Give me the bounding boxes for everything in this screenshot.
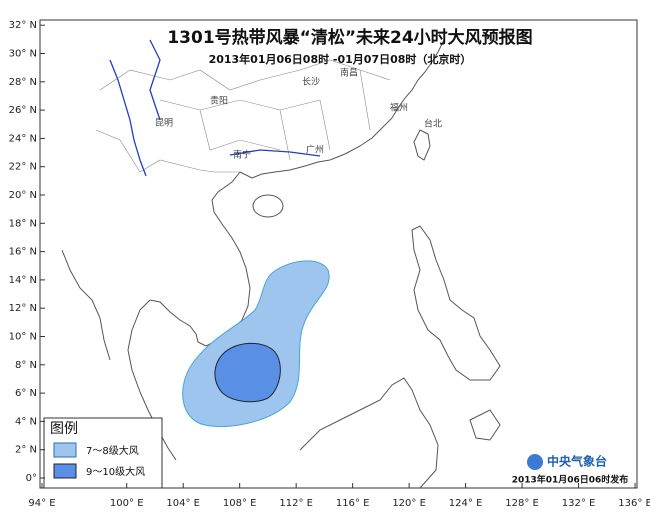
mindanao-sea-island	[469, 409, 501, 441]
lat-tick-label: 12° N	[9, 303, 37, 314]
lon-tick-label: 136° E	[618, 498, 650, 509]
city-label: 南昌	[340, 67, 358, 79]
city-label: 福州	[390, 102, 408, 114]
issue-time: 2013年01月06日06时发布	[512, 474, 629, 486]
taiwan	[413, 129, 431, 161]
lat-tick-label: 18° N	[9, 218, 37, 229]
lon-tick-label: 108° E	[223, 498, 257, 509]
rivers	[109, 39, 321, 177]
city-label: 广州	[306, 144, 324, 156]
province-borders	[99, 59, 391, 161]
legend-swatch	[53, 442, 77, 458]
lat-tick-label: 24° N	[9, 133, 37, 144]
lat-tick-label: 2° N	[15, 445, 37, 456]
philippines	[411, 225, 501, 381]
map-title: 1301号热带风暴“清松”未来24小时大风预报图	[167, 27, 532, 48]
wind-zone-9-10	[214, 342, 281, 403]
lat-tick-label: 30° N	[9, 49, 37, 60]
lat-tick-label: 4° N	[15, 416, 37, 427]
lon-tick-label: 116° E	[336, 498, 370, 509]
indochina-coast	[149, 171, 251, 347]
national-border	[95, 129, 240, 173]
legend-title: 图例	[50, 421, 78, 437]
map-subtitle: 2013年01月06日08时 -01月07日08时（北京时）	[209, 52, 472, 66]
basemap	[61, 39, 501, 489]
city-label: 昆明	[155, 118, 173, 129]
legend-label: 7～8级大风	[86, 444, 139, 457]
publisher: 中央气象台	[547, 454, 607, 469]
legend: 图例 7～8级大风 9～10级大风	[43, 417, 163, 489]
lat-tick-label: 6° N	[15, 388, 37, 399]
lat-tick-label: 22° N	[9, 162, 37, 173]
city-labels: 昆明 贵阳 长沙 南昌 南宁 广州 福州 台北	[155, 67, 442, 161]
legend-swatch	[53, 463, 77, 479]
lon-tick-label: 94° E	[28, 498, 55, 509]
lat-tick-label: 28° N	[9, 77, 37, 88]
lat-tick-label: 16° N	[9, 247, 37, 258]
lat-tick-label: 14° N	[9, 275, 37, 286]
lat-tick-label: 8° N	[15, 360, 37, 371]
borneo	[299, 377, 439, 489]
city-label: 台北	[424, 118, 442, 130]
lon-tick-label: 120° E	[392, 498, 426, 509]
china-coast	[239, 39, 445, 179]
map-frame	[39, 19, 638, 489]
lon-tick-label: 100° E	[110, 498, 144, 509]
city-label: 南宁	[233, 149, 251, 161]
city-label: 贵阳	[210, 95, 228, 107]
hainan	[252, 194, 284, 218]
lon-tick-label: 124° E	[449, 498, 483, 509]
malay-coast	[127, 299, 177, 461]
lon-tick-label: 128° E	[505, 498, 539, 509]
publisher-logo	[527, 454, 543, 470]
lat-tick-label: 10° N	[9, 332, 37, 343]
lat-tick-label: 26° N	[9, 105, 37, 116]
lon-tick-label: 132° E	[562, 498, 596, 509]
lon-tick-label: 104° E	[166, 498, 200, 509]
lat-tick-label: 32° N	[9, 20, 37, 31]
lat-tick-label: 20° N	[9, 190, 37, 201]
city-label: 长沙	[302, 76, 320, 88]
legend-label: 9～10级大风	[86, 465, 145, 478]
lat-tick-label: 0°	[26, 473, 37, 484]
lon-tick-label: 112° E	[279, 498, 313, 509]
burma-coast	[61, 249, 111, 361]
